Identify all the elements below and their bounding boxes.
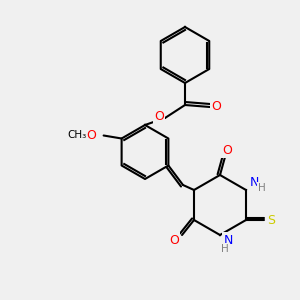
Text: O: O (222, 143, 232, 157)
Text: N: N (249, 176, 259, 188)
Text: O: O (169, 233, 179, 247)
Text: N: N (223, 233, 233, 247)
Text: O: O (211, 100, 221, 113)
Text: O: O (87, 129, 97, 142)
Text: O: O (154, 110, 164, 124)
Text: CH₃: CH₃ (67, 130, 86, 140)
Text: S: S (267, 214, 275, 226)
Text: H: H (221, 244, 229, 254)
Text: H: H (258, 183, 266, 193)
